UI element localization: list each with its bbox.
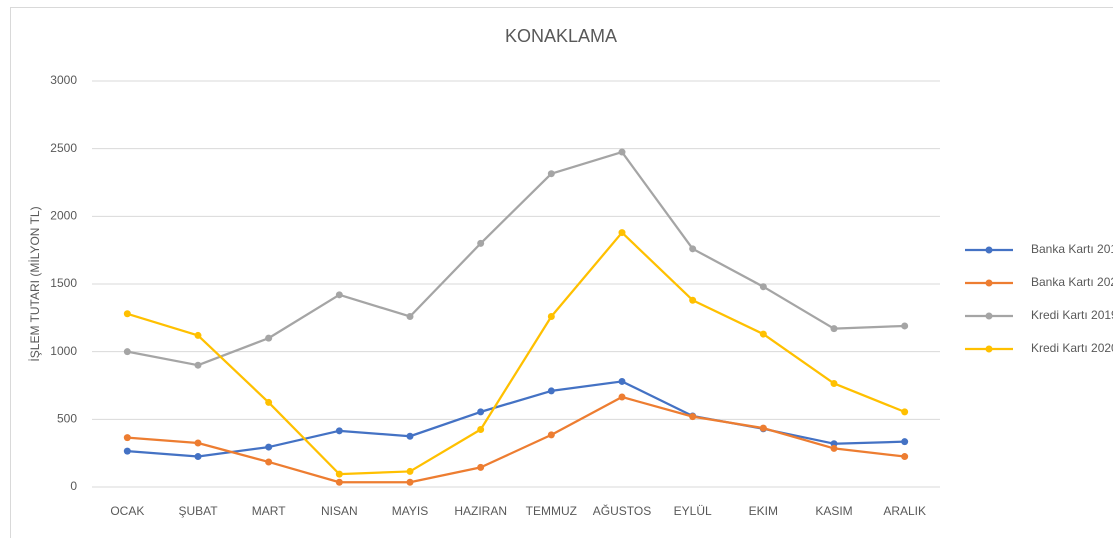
y-axis-label: İŞLEM TUTARI (MİLYON TL) (28, 206, 42, 361)
x-tick-label: ŞUBAT (178, 504, 218, 518)
x-tick-label: AĞUSTOS (593, 503, 651, 518)
data-point (265, 443, 273, 451)
data-point (901, 408, 909, 416)
data-point (830, 325, 838, 333)
data-point (618, 393, 626, 401)
data-point (901, 438, 909, 446)
data-point (194, 361, 202, 369)
x-tick-label: EYLÜL (674, 504, 712, 518)
legend-marker (985, 246, 993, 254)
data-point (547, 387, 555, 395)
data-point (265, 458, 273, 466)
y-tick-label: 2000 (50, 209, 77, 223)
data-point (123, 348, 131, 356)
legend-label: Kredi Kartı 2020 (1031, 341, 1113, 355)
data-point (406, 432, 414, 440)
data-point (335, 427, 343, 435)
x-tick-label: NISAN (321, 504, 358, 518)
data-point (477, 463, 485, 471)
data-point (901, 322, 909, 330)
data-point (618, 377, 626, 385)
data-point (547, 170, 555, 178)
data-point (759, 330, 767, 338)
x-tick-label: KASIM (815, 504, 852, 518)
data-point (335, 478, 343, 486)
y-tick-label: 3000 (50, 73, 77, 87)
data-point (477, 239, 485, 247)
legend-label: Kredi Kartı 2019 (1031, 308, 1113, 322)
data-point (830, 444, 838, 452)
chart-frame (10, 7, 1113, 538)
legend-marker (985, 312, 993, 320)
data-point (477, 408, 485, 416)
data-point (123, 447, 131, 455)
data-point (901, 453, 909, 461)
x-tick-label: HAZIRAN (454, 504, 507, 518)
x-tick-label: MAYIS (392, 504, 428, 518)
data-point (194, 331, 202, 339)
series-line (127, 231, 906, 476)
y-tick-label: 0 (70, 479, 77, 493)
data-point (689, 296, 697, 304)
y-tick-label: 1000 (50, 344, 77, 358)
data-point (477, 425, 485, 433)
data-point (618, 148, 626, 156)
series-line (127, 150, 905, 367)
data-point (830, 379, 838, 387)
x-tick-label: OCAK (110, 504, 144, 518)
y-tick-label: 500 (57, 412, 77, 426)
series-line (127, 395, 905, 484)
x-tick-label: EKIM (749, 504, 778, 518)
data-point (335, 470, 343, 478)
data-point (547, 312, 555, 320)
chart-title: KONAKLAMA (505, 26, 617, 46)
data-point (123, 310, 131, 318)
data-point (265, 398, 273, 406)
x-tick-label: ARALIK (883, 504, 926, 518)
x-tick-label: MART (252, 504, 286, 518)
data-point (406, 478, 414, 486)
data-point (759, 424, 767, 432)
data-point (689, 413, 697, 421)
data-point (194, 439, 202, 447)
x-tick-label: TEMMUZ (526, 504, 577, 518)
y-tick-label: 1500 (50, 276, 77, 290)
data-point (335, 291, 343, 299)
data-point (406, 467, 414, 475)
data-point (265, 334, 273, 342)
y-tick-label: 2500 (50, 141, 77, 155)
data-point (123, 434, 131, 442)
legend-label: Banka Kartı 2019 (1031, 242, 1113, 256)
data-point (547, 431, 555, 439)
data-point (618, 229, 626, 237)
data-point (759, 283, 767, 291)
data-point (194, 453, 202, 461)
data-point (689, 245, 697, 253)
legend-label: Banka Kartı 2020 (1031, 275, 1113, 289)
legend-marker (985, 279, 993, 287)
legend-marker (985, 345, 993, 353)
data-point (406, 312, 414, 320)
